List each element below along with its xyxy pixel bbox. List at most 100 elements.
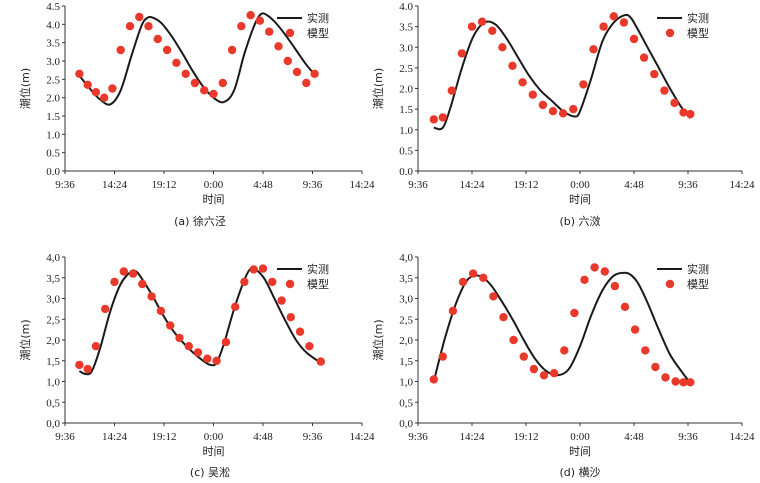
y-tick-label: 4,0: [399, 252, 413, 264]
model-point: [100, 93, 109, 102]
x-tick-label: 14:24: [349, 179, 375, 191]
legend-label-measured: 实测: [307, 262, 329, 276]
y-tick-label: 3,5: [399, 273, 413, 285]
x-tick-label: 0:00: [204, 179, 224, 191]
model-point: [599, 22, 608, 31]
model-point: [519, 352, 528, 361]
model-point: [295, 327, 305, 336]
y-tick-label: 0,5: [46, 397, 60, 409]
model-point: [209, 89, 218, 99]
x-tick-label: 9:36: [408, 431, 428, 443]
model-point: [548, 107, 558, 116]
y-tick-label: 2.5: [46, 74, 60, 86]
model-point: [528, 90, 537, 99]
model-point: [101, 304, 110, 314]
model-point: [83, 364, 92, 374]
model-point: [679, 108, 688, 117]
model-point: [529, 364, 539, 374]
model-point: [590, 263, 599, 272]
x-tick-label: 14:24: [102, 179, 128, 191]
y-tick-label: 3.5: [399, 22, 413, 34]
x-tick-label: 14:24: [459, 431, 485, 443]
model-point: [589, 45, 598, 54]
y-tick-label: 0.0: [399, 166, 413, 178]
model-point: [438, 352, 447, 361]
model-point: [305, 342, 314, 351]
y-tick-label: 1.5: [46, 111, 60, 123]
model-point: [488, 26, 497, 35]
y-tick-label: 1.0: [399, 125, 413, 137]
model-point: [558, 109, 568, 118]
model-point: [310, 69, 319, 79]
y-tick-label: 0.5: [46, 148, 60, 160]
model-point: [83, 80, 92, 90]
model-point: [108, 84, 117, 93]
x-tick-label: 4:48: [253, 179, 273, 191]
x-tick-label: 4:48: [253, 431, 273, 443]
model-point: [135, 12, 144, 22]
legend-label-model: 模型: [307, 277, 329, 291]
y-tick-label: 2.0: [399, 84, 413, 96]
model-point: [91, 88, 101, 97]
legend-label-measured: 实测: [307, 11, 329, 25]
model-point: [249, 265, 258, 274]
legend-label-measured: 实测: [687, 262, 709, 276]
x-tick-label: 19:12: [151, 431, 176, 443]
model-point: [231, 302, 240, 311]
model-point: [619, 18, 629, 27]
model-point: [255, 16, 265, 25]
x-tick-label: 14:24: [102, 431, 128, 443]
chart-hengsha: 0,0 0,5 1,0 1,5 2,0 2,5 3,0 3,5 4,0 9:36 14:24 19:1…: [371, 252, 755, 479]
chart-caption: (a) 徐六泾: [174, 214, 226, 228]
y-tick-label: 3.5: [46, 38, 60, 50]
model-point: [258, 264, 268, 273]
x-tick-label: 9:36: [303, 179, 323, 191]
model-point: [265, 27, 274, 36]
model-point: [629, 34, 639, 44]
x-tick-label: 19:12: [151, 179, 176, 191]
model-point: [75, 69, 84, 79]
x-tick-label: 14:24: [459, 179, 485, 191]
model-point: [125, 22, 135, 31]
model-point: [91, 342, 101, 351]
y-tick-label: 1,0: [399, 377, 413, 389]
model-point: [156, 306, 166, 316]
model-point: [569, 104, 578, 114]
y-axis-title: 潮位(m): [18, 319, 32, 360]
y-tick-label: 4.5: [46, 1, 60, 13]
model-point: [237, 22, 246, 31]
x-tick-label: 0:00: [570, 431, 590, 443]
model-point: [580, 275, 589, 284]
model-point: [610, 281, 620, 291]
y-tick-label: 0,0: [46, 418, 60, 430]
y-tick-label: 1.0: [46, 129, 60, 141]
x-tick-label: 9:36: [55, 431, 75, 443]
y-tick-label: 2,0: [46, 335, 60, 347]
y-tick-label: 2,0: [399, 335, 413, 347]
y-tick-label: 2,5: [399, 314, 413, 326]
y-tick-label: 2.0: [46, 93, 60, 105]
model-point: [181, 69, 190, 79]
x-axis-title: 时间: [203, 445, 225, 458]
model-point: [661, 373, 670, 382]
model-point: [447, 86, 456, 95]
legend-label-model: 模型: [687, 277, 709, 291]
y-tick-label: 0.5: [399, 145, 413, 157]
chart-caption: (c) 吴淞: [190, 466, 230, 479]
model-point: [508, 61, 517, 70]
chart-caption: (d) 横沙: [559, 465, 600, 479]
x-tick-label: 9:36: [408, 179, 428, 191]
model-point: [686, 109, 695, 119]
model-point: [75, 360, 84, 370]
model-point: [200, 86, 209, 95]
y-tick-label: 1.5: [399, 104, 413, 116]
model-point: [212, 356, 221, 365]
model-point: [651, 362, 660, 372]
model-point: [153, 34, 162, 44]
model-point: [429, 115, 438, 124]
x-tick-label: 14:24: [349, 431, 375, 443]
model-point: [184, 342, 193, 351]
y-tick-label: 0.0: [46, 166, 60, 178]
y-tick-label: 3,5: [46, 273, 60, 285]
